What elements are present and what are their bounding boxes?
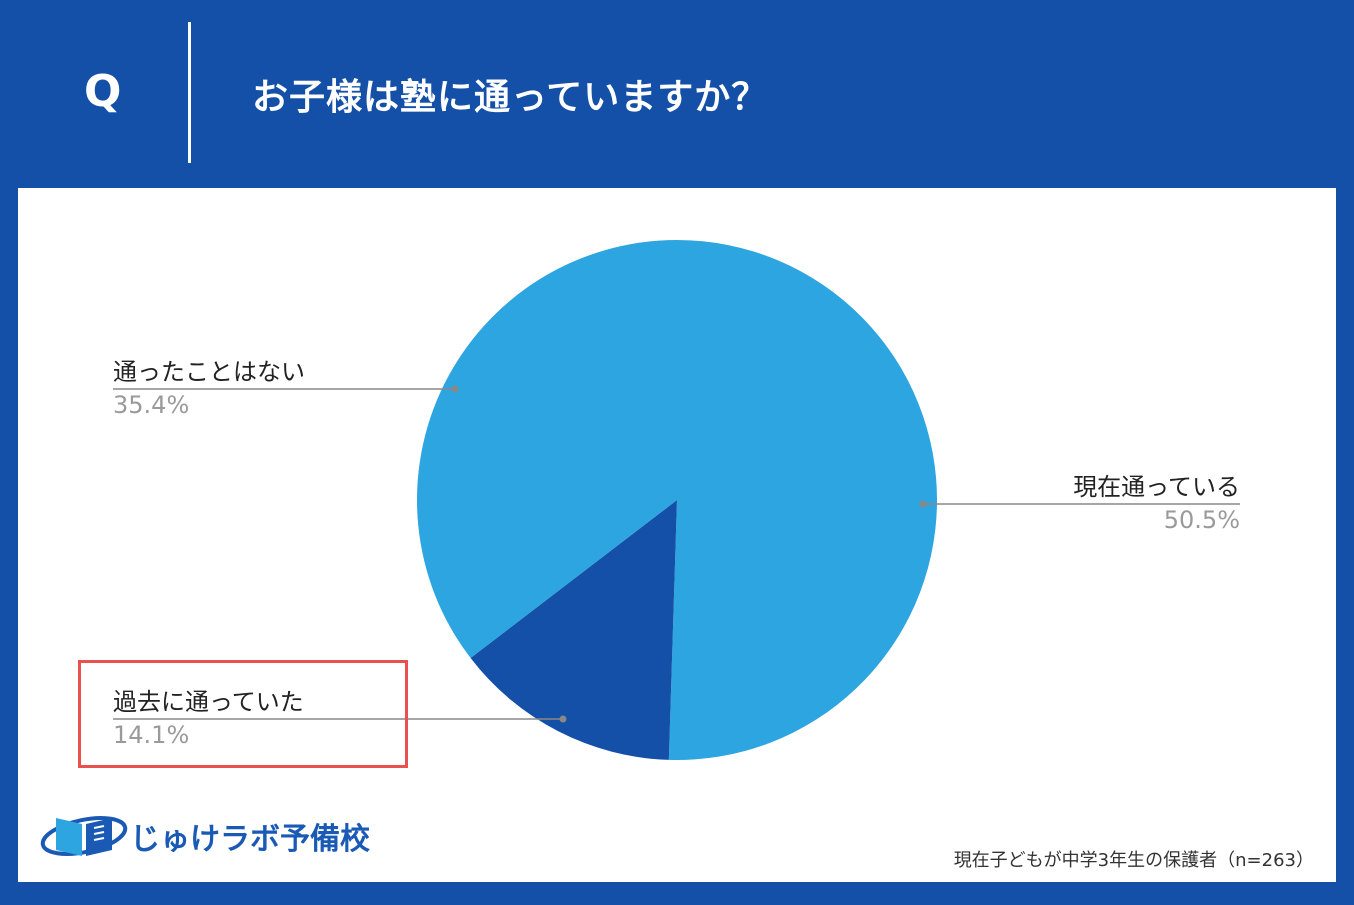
logo-text: じゅけラボ予備校 bbox=[130, 822, 370, 857]
label-group-never: 通ったことはない 35.4% bbox=[113, 358, 459, 419]
slice-label-past: 過去に通っていた bbox=[113, 688, 304, 716]
label-group-current: 現在通っている 50.5% bbox=[919, 473, 1240, 534]
pie-slice-2 bbox=[417, 240, 677, 659]
leader-dot-past bbox=[559, 715, 567, 723]
book-icon bbox=[40, 816, 128, 856]
slice-label-never: 通ったことはない bbox=[113, 358, 305, 386]
pie-slices bbox=[417, 240, 938, 761]
leader-dot-current bbox=[919, 500, 927, 508]
chart-panel: 現在通っている 50.5% 通ったことはない 35.4% 過去に通っていた 14… bbox=[18, 188, 1336, 882]
question-title: お子様は塾に通っていますか？ bbox=[252, 77, 769, 118]
pie-slice-0 bbox=[668, 240, 938, 761]
slice-pct-current: 50.5% bbox=[1164, 506, 1240, 534]
source-note: 現在子どもが中学3年生の保護者（n=263） bbox=[953, 850, 1314, 871]
leader-dot-never bbox=[451, 385, 459, 393]
label-group-past: 過去に通っていた 14.1% bbox=[113, 688, 567, 749]
highlight-box bbox=[78, 660, 408, 768]
q-letter: Q bbox=[84, 66, 122, 117]
brand-logo: じゅけラボ予備校 bbox=[40, 804, 370, 864]
slice-pct-never: 35.4% bbox=[113, 391, 189, 419]
slice-label-current: 現在通っている bbox=[1073, 473, 1240, 501]
slice-pct-past: 14.1% bbox=[113, 721, 189, 749]
header-divider bbox=[188, 22, 191, 163]
pie-slice-1 bbox=[470, 500, 677, 760]
pie-chart: 現在通っている 50.5% 通ったことはない 35.4% 過去に通っていた 14… bbox=[113, 240, 1240, 761]
